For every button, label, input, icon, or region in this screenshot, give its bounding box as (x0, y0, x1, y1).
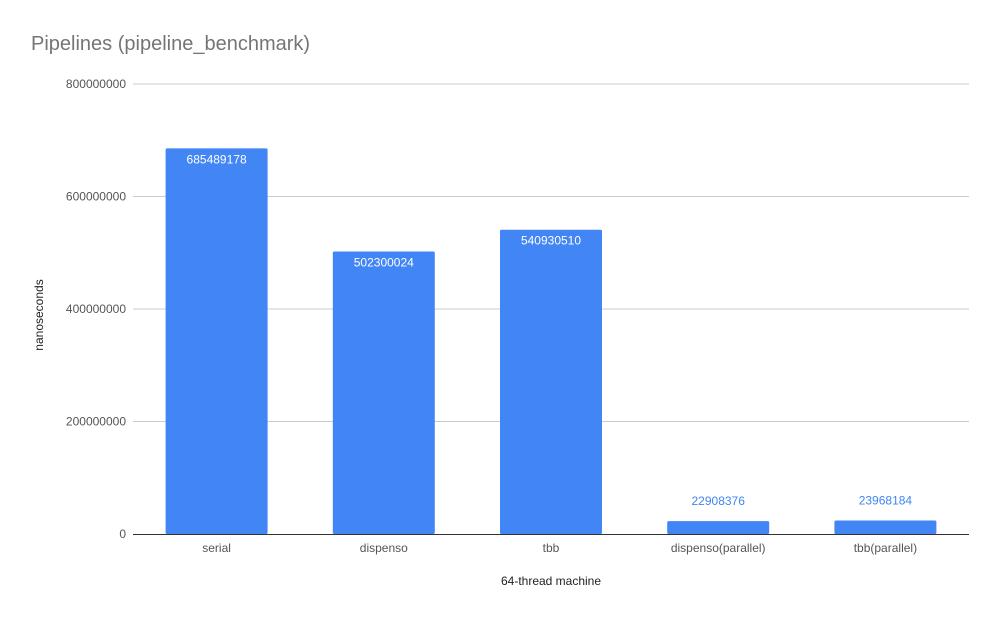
bars (165, 148, 937, 534)
data-label: 540930510 (521, 234, 581, 248)
data-label: 502300024 (354, 255, 414, 269)
x-axis-title: 64-thread machine (501, 574, 601, 588)
bar-serial (165, 148, 268, 534)
data-labels: 685489178 502300024 540930510 22908376 23968… (187, 152, 913, 508)
data-label: 685489178 (187, 152, 247, 166)
x-tick-label: dispenso (360, 541, 408, 555)
data-label: 22908376 (692, 494, 746, 508)
bar-tbb (500, 229, 602, 534)
bar-dispenso-parallel (667, 521, 770, 534)
y-tick-label: 200000000 (66, 415, 126, 429)
x-axis-categories: serial dispenso tbb dispenso(parallel) tbb(p… (202, 541, 917, 555)
bar-tbb-parallel (834, 520, 937, 534)
bar-dispenso (332, 251, 435, 534)
y-tick-label: 600000000 (66, 190, 126, 204)
y-axis-ticks: 0 200000000 400000000 600000000 800000000 (66, 77, 126, 541)
x-tick-label: serial (202, 541, 231, 555)
chart-title: Pipelines (pipeline_benchmark) (31, 33, 310, 55)
x-tick-label: dispenso(parallel) (671, 541, 766, 555)
y-tick-label: 0 (119, 527, 126, 541)
x-tick-label: tbb(parallel) (854, 541, 917, 555)
y-axis-title: nanoseconds (32, 279, 46, 350)
y-tick-label: 800000000 (66, 77, 126, 91)
data-label: 23968184 (859, 494, 913, 508)
y-tick-label: 400000000 (66, 302, 126, 316)
x-tick-label: tbb (543, 541, 560, 555)
